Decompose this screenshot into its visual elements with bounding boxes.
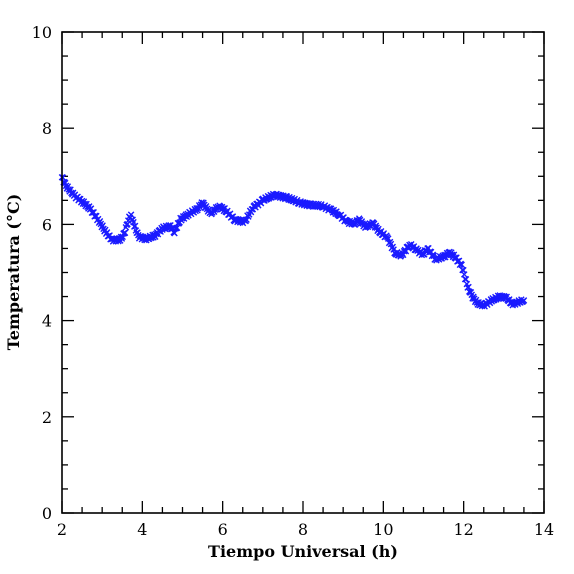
data-point-stroke — [386, 238, 394, 246]
data-point-stroke — [78, 197, 86, 205]
data-point-stroke — [62, 182, 70, 190]
data-point-stroke — [61, 179, 69, 187]
data-point-stroke — [212, 203, 220, 211]
data-points — [58, 173, 528, 310]
x-tick-label: 4 — [137, 520, 147, 539]
x-tick-label: 12 — [453, 520, 473, 539]
data-point-stroke — [463, 280, 471, 288]
data-point — [121, 229, 129, 237]
data-point-stroke — [333, 208, 340, 215]
data-point — [520, 297, 528, 304]
data-point-stroke — [344, 218, 352, 226]
x-tick-label: 14 — [534, 520, 554, 539]
data-point — [460, 271, 468, 278]
data-point-stroke — [64, 183, 72, 190]
y-tick-label: 0 — [42, 504, 52, 523]
data-point-stroke — [173, 224, 181, 232]
data-point-stroke — [67, 186, 74, 193]
data-point-stroke — [200, 199, 207, 207]
data-point-stroke — [142, 234, 149, 241]
data-point-stroke — [288, 194, 296, 202]
x-tick-label: 10 — [373, 520, 393, 539]
y-tick-label: 6 — [42, 215, 52, 234]
data-point-stroke — [520, 297, 528, 304]
y-tick-label: 8 — [42, 119, 52, 138]
data-point-stroke — [460, 271, 468, 278]
x-tick-label: 6 — [218, 520, 228, 539]
data-point — [458, 261, 465, 269]
data-point-stroke — [243, 216, 250, 223]
data-point — [127, 211, 135, 218]
data-point-stroke — [286, 193, 293, 201]
data-point-stroke — [349, 218, 356, 225]
data-point-stroke — [108, 235, 116, 243]
y-tick-label: 10 — [32, 23, 52, 42]
data-point-stroke — [462, 275, 470, 283]
data-point-stroke — [470, 293, 477, 301]
data-point — [462, 275, 470, 283]
data-point-stroke — [372, 222, 380, 230]
data-point-stroke — [467, 289, 475, 296]
data-point-stroke — [129, 216, 136, 224]
data-point-stroke — [96, 217, 104, 225]
y-tick-label: 4 — [42, 312, 52, 331]
data-point-stroke — [219, 205, 227, 212]
x-tick-label: 2 — [57, 520, 67, 539]
data-point-stroke — [99, 222, 106, 229]
data-point-stroke — [81, 200, 89, 208]
data-point-stroke — [390, 246, 397, 253]
axis-ticks — [61, 31, 545, 514]
data-point-stroke — [202, 202, 210, 210]
y-tick-label: 2 — [42, 408, 52, 427]
x-tick-label: 8 — [298, 520, 308, 539]
data-point-stroke — [171, 229, 178, 237]
data-point-stroke — [127, 211, 135, 218]
data-point-stroke — [330, 206, 338, 214]
data-point-stroke — [165, 222, 172, 229]
data-point-stroke — [65, 186, 72, 193]
x-axis-label: Tiempo Universal (h) — [208, 542, 398, 561]
plot-frame — [61, 31, 545, 514]
data-point-stroke — [458, 261, 465, 269]
data-point-stroke — [121, 229, 129, 237]
data-point-stroke — [134, 229, 141, 236]
data-point-stroke — [393, 248, 401, 256]
data-point-stroke — [421, 251, 428, 258]
y-axis-label: Temperatura (°C) — [4, 194, 23, 351]
data-point-stroke — [361, 220, 368, 228]
data-point-stroke — [505, 296, 513, 303]
data-point-stroke — [310, 200, 317, 208]
data-point-stroke — [389, 243, 397, 251]
data-point-stroke — [283, 193, 291, 200]
